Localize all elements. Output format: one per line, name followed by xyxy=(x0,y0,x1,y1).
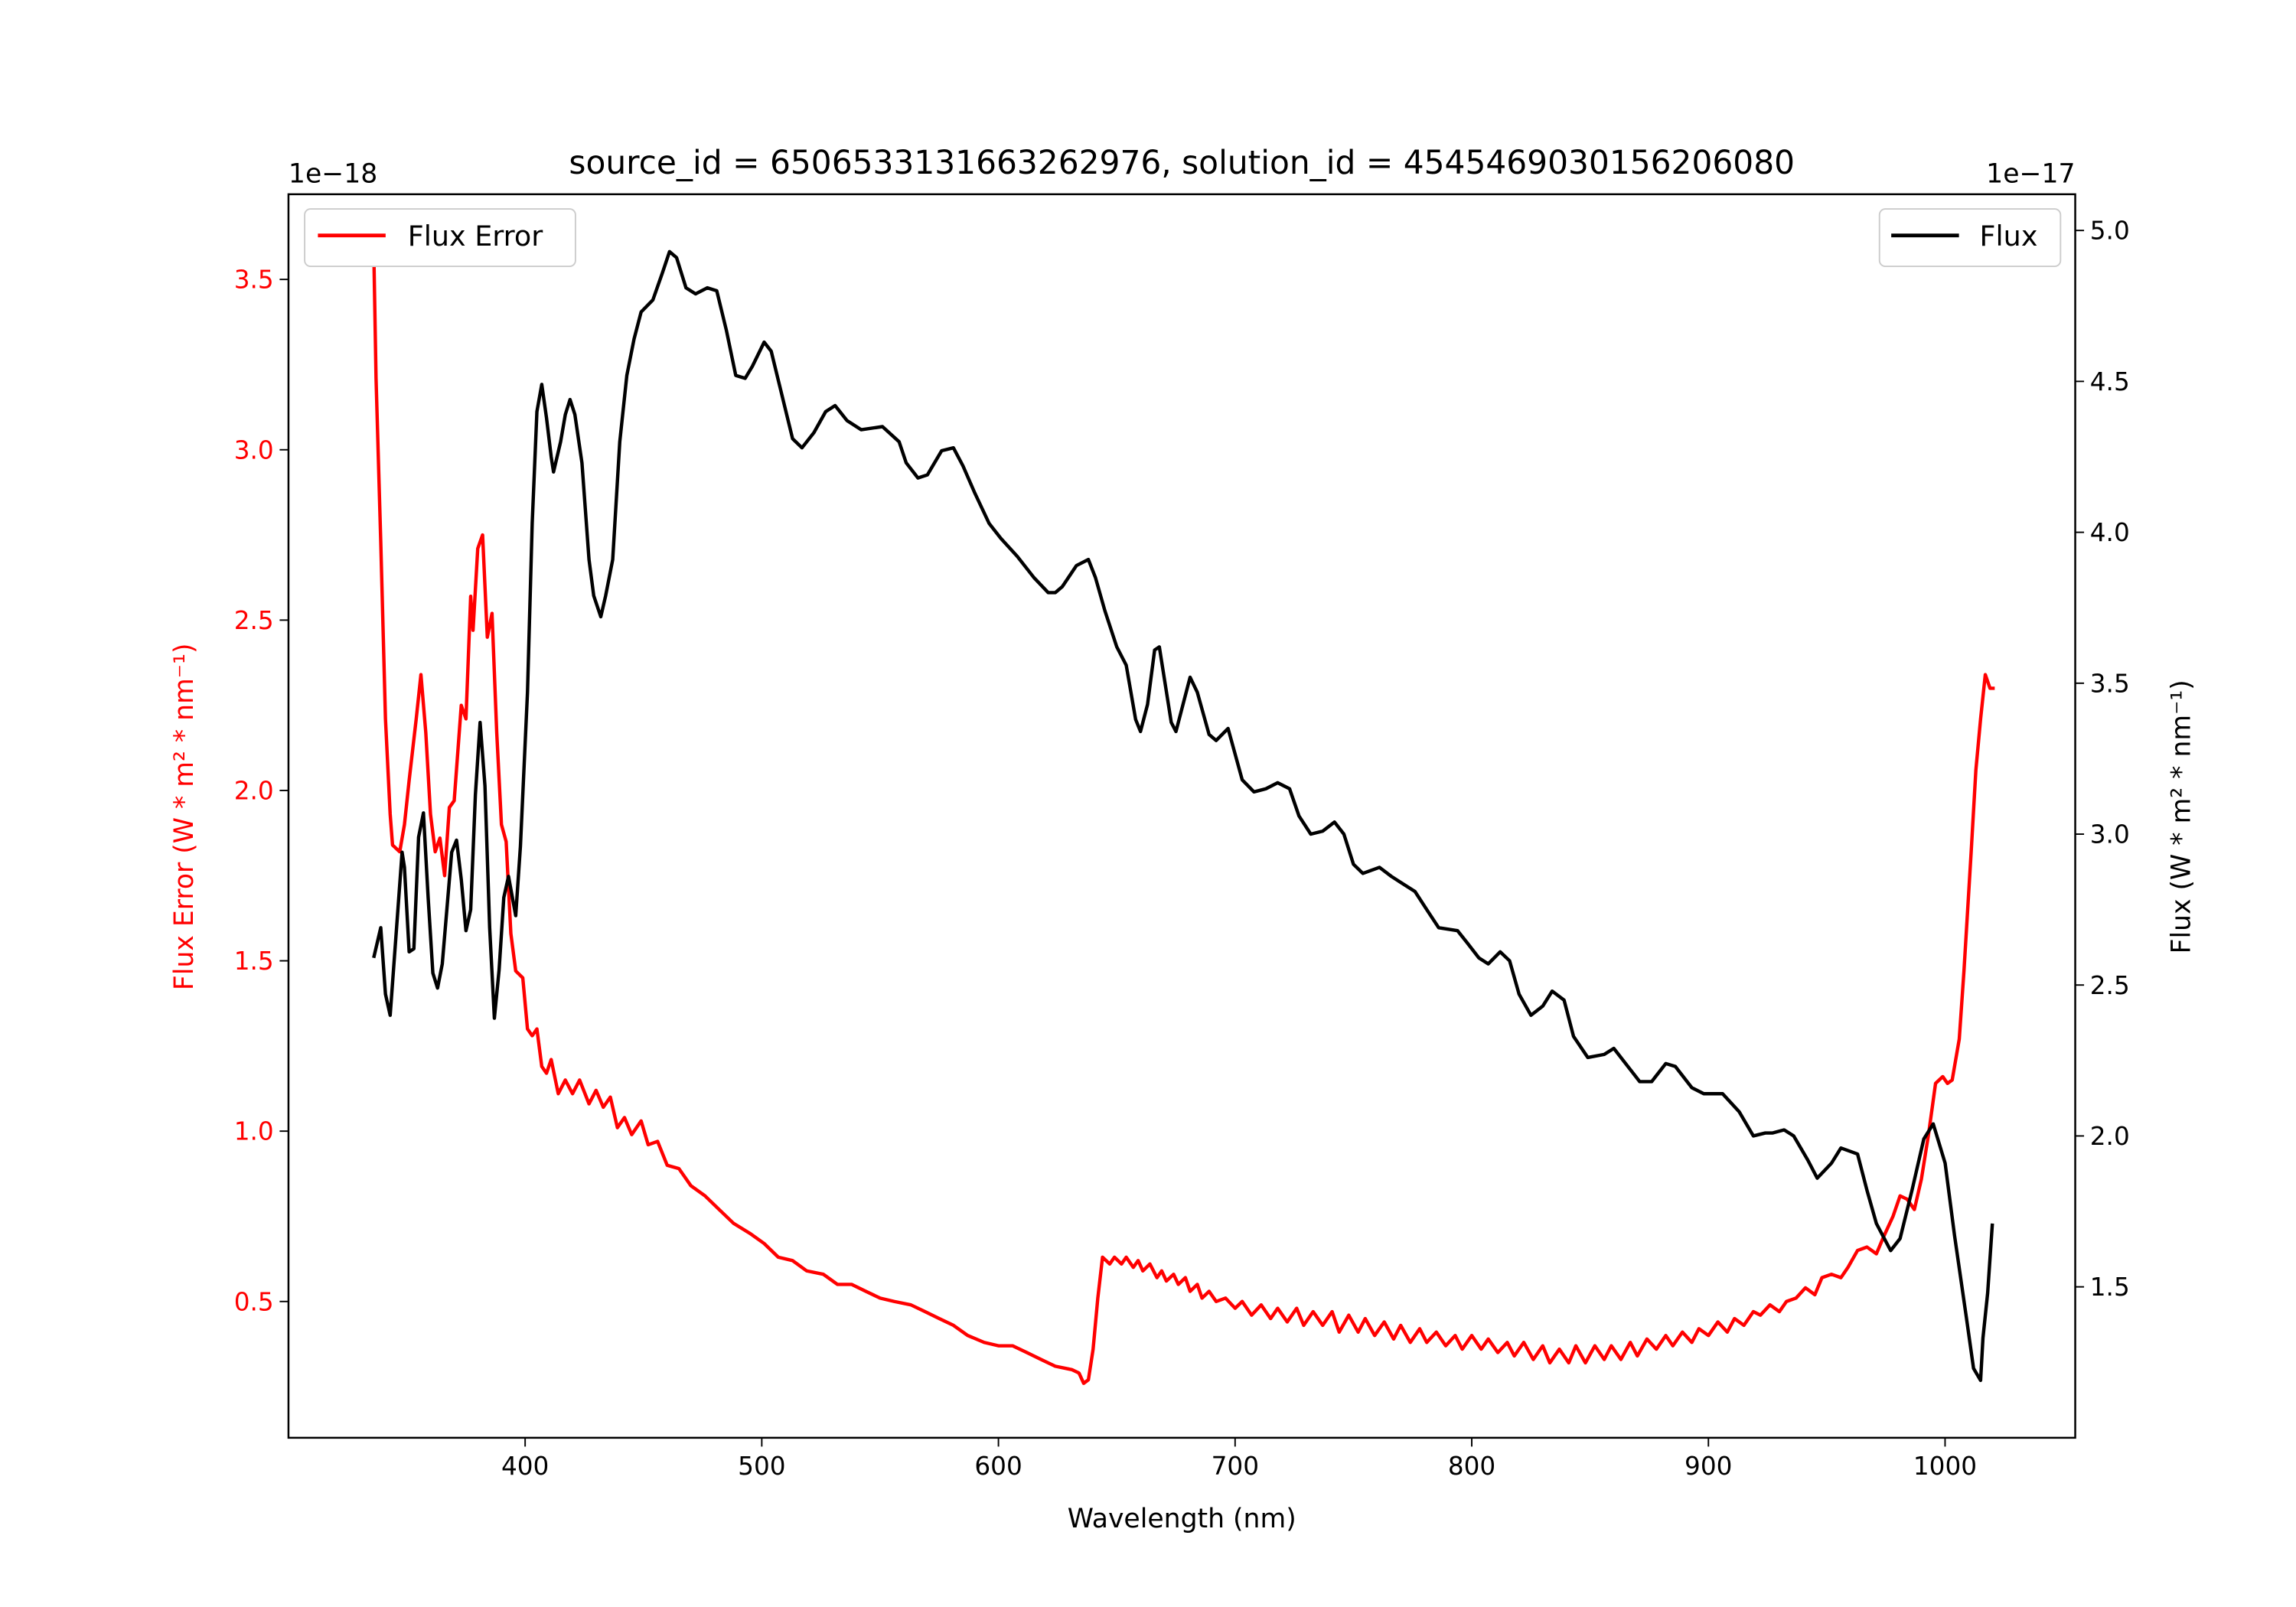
x-tick-label: 900 xyxy=(1684,1452,1732,1481)
right-y-tick-label: 3.5 xyxy=(2090,669,2130,698)
x-tick-label: 600 xyxy=(974,1452,1022,1481)
left-y-tick-label: 1.0 xyxy=(234,1117,274,1146)
left-y-tick-label: 3.5 xyxy=(234,266,274,295)
legend-box xyxy=(1878,208,2062,268)
x-axis-label: Wavelength (nm) xyxy=(1068,1504,1296,1534)
legend-flux-error: Flux Error xyxy=(304,208,576,268)
plot-frame xyxy=(287,193,2076,1439)
right-y-tick-label: 2.5 xyxy=(2090,971,2130,1000)
x-tick-label: 800 xyxy=(1448,1452,1495,1481)
series-line-flux-error xyxy=(372,245,1995,1385)
right-y-tick-label: 3.0 xyxy=(2090,820,2130,849)
x-tick-label: 400 xyxy=(501,1452,549,1481)
legend-label-flux-error: Flux Error xyxy=(408,220,544,253)
right-y-tick-label: 4.5 xyxy=(2090,367,2130,396)
right-axis-offset-label: 1e−17 xyxy=(1986,158,2075,189)
legend-label-flux: Flux xyxy=(1980,220,2038,253)
left-axis-offset-label: 1e−18 xyxy=(289,158,377,189)
right-y-tick-label: 1.5 xyxy=(2090,1273,2130,1302)
left-y-tick-label: 3.0 xyxy=(234,435,274,464)
series-line-flux xyxy=(372,249,1994,1383)
chart-title: source_id = 6506533131663262976, solutio… xyxy=(569,144,1795,181)
legend-flux: Flux xyxy=(1878,208,2062,268)
legend-box xyxy=(304,208,576,268)
left-y-axis-label: Flux Error (W * m² * nm⁻¹) xyxy=(169,644,200,991)
right-y-axis-label: Flux (W * m² * nm⁻¹) xyxy=(2167,680,2197,953)
x-tick-label: 1000 xyxy=(1913,1452,1977,1481)
right-y-tick-label: 4.0 xyxy=(2090,518,2130,547)
right-y-tick-label: 2.0 xyxy=(2090,1122,2130,1151)
x-tick-label: 500 xyxy=(738,1452,785,1481)
left-y-tick-label: 0.5 xyxy=(234,1287,274,1316)
left-y-tick-label: 1.5 xyxy=(234,947,274,976)
left-y-tick-label: 2.0 xyxy=(234,776,274,805)
left-y-tick-label: 2.5 xyxy=(234,606,274,635)
right-y-tick-label: 5.0 xyxy=(2090,217,2130,246)
x-tick-label: 700 xyxy=(1212,1452,1259,1481)
